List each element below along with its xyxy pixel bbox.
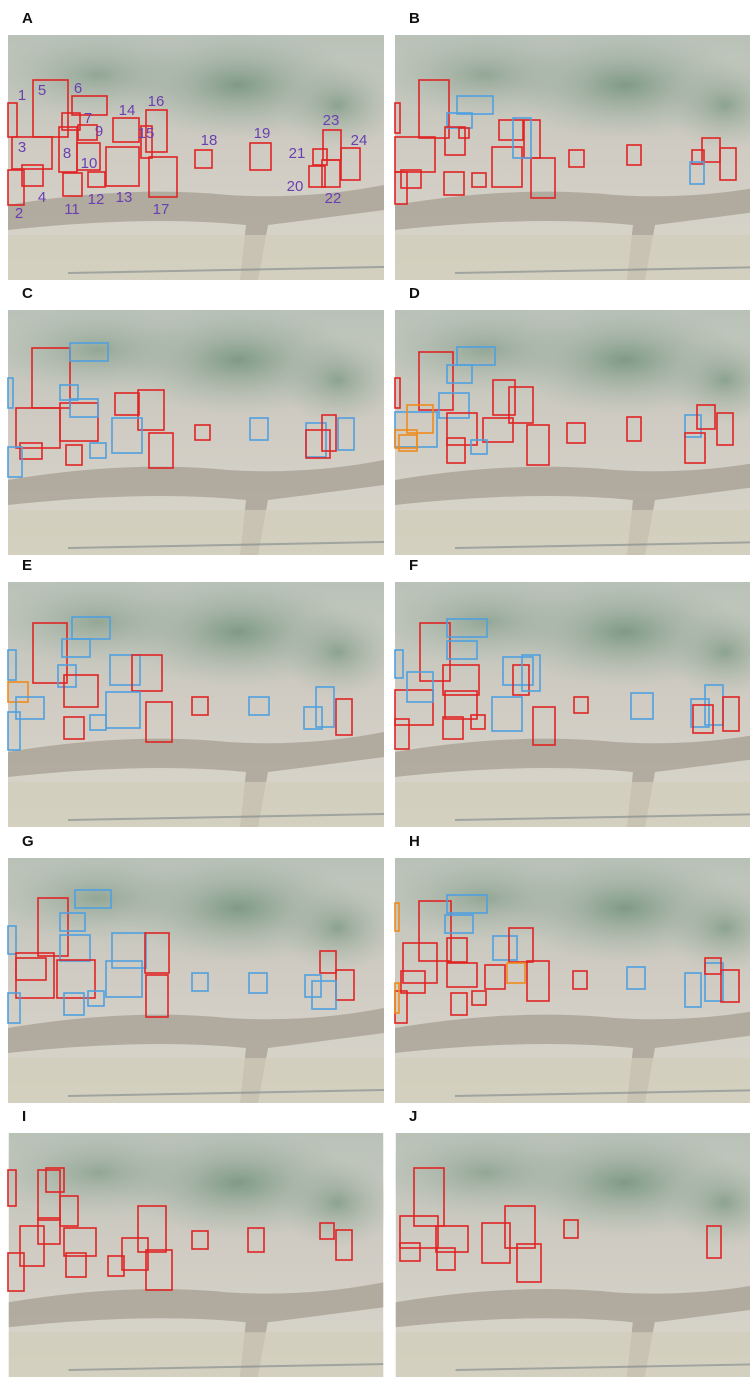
box-number: 19 — [254, 125, 271, 142]
photo — [375, 30, 750, 280]
box-number: 2 — [15, 205, 23, 222]
box-number: 1 — [18, 87, 26, 104]
box-number: 21 — [289, 145, 306, 162]
photo — [376, 1128, 750, 1377]
panel — [0, 577, 398, 827]
box-number: 14 — [119, 102, 136, 119]
panel-label: J — [409, 1108, 417, 1125]
figure: A123456789101112131415161718192021222324… — [0, 0, 750, 1377]
box-number: 6 — [74, 80, 82, 97]
panel-label: H — [409, 833, 420, 850]
box-number: 17 — [153, 201, 170, 218]
panel — [0, 853, 398, 1103]
box-number: 18 — [201, 132, 218, 149]
box-number: 24 — [351, 132, 368, 149]
box-number: 16 — [148, 93, 165, 110]
panel-label: G — [22, 833, 34, 850]
photo — [375, 305, 750, 555]
photo — [375, 853, 750, 1103]
box-number: 7 — [84, 110, 92, 127]
box-number: 15 — [138, 125, 155, 142]
box-number: 5 — [38, 82, 46, 99]
box-number: 13 — [116, 189, 133, 206]
panel-label: F — [409, 557, 418, 574]
photo — [0, 577, 398, 827]
panel-label: D — [409, 285, 420, 302]
panel-label: B — [409, 10, 420, 27]
photo — [0, 1128, 397, 1377]
photo — [0, 853, 398, 1103]
box-number: 3 — [18, 139, 26, 156]
panel — [375, 853, 750, 1103]
panel — [375, 305, 750, 555]
box-number: 9 — [95, 123, 103, 140]
box-number: 11 — [64, 201, 80, 218]
panel-label: I — [22, 1108, 26, 1125]
box-number: 20 — [287, 178, 304, 195]
panel-label: C — [22, 285, 33, 302]
box-number: 8 — [63, 145, 71, 162]
box-number: 12 — [88, 191, 105, 208]
box-number: 4 — [38, 189, 46, 206]
box-number: 10 — [81, 155, 98, 172]
box-number: 22 — [325, 190, 342, 207]
panel-label: E — [22, 557, 32, 574]
panel — [376, 1128, 750, 1377]
panel — [375, 30, 750, 280]
panel-label: A — [22, 10, 33, 27]
box-number: 23 — [323, 112, 340, 129]
panel — [0, 1128, 397, 1377]
